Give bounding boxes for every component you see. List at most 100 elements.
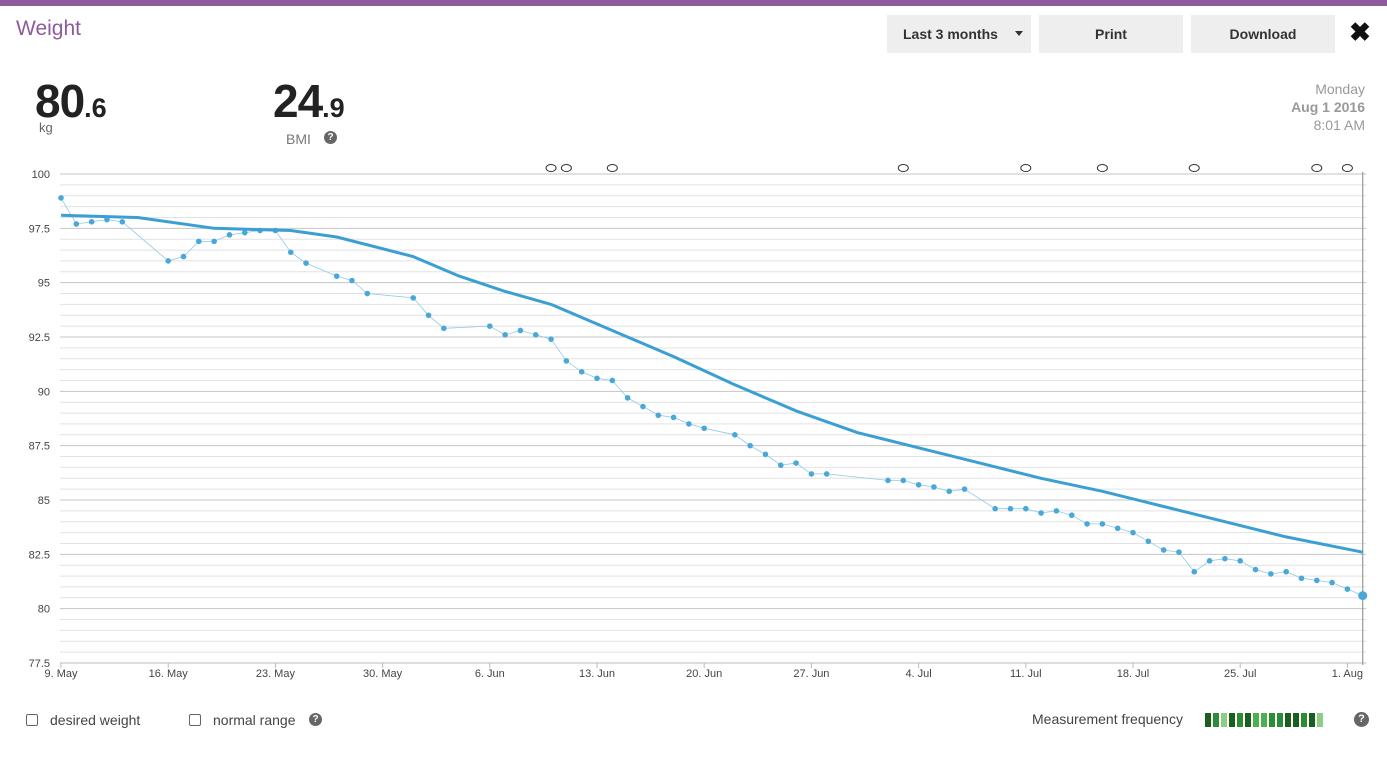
print-button[interactable]: Print bbox=[1039, 15, 1183, 53]
bmi-label: BMI bbox=[286, 131, 311, 147]
measurement-point bbox=[1329, 579, 1335, 586]
bmi-help-icon[interactable]: ? bbox=[324, 131, 337, 144]
y-tick-label: 92.5 bbox=[29, 332, 50, 344]
measurement-point bbox=[655, 412, 662, 419]
measurement-point bbox=[793, 460, 799, 466]
frequency-cell bbox=[1261, 713, 1267, 727]
frequency-cell bbox=[1293, 713, 1299, 727]
range-dropdown[interactable]: Last 3 months bbox=[887, 15, 1031, 53]
measurement-point bbox=[1252, 566, 1259, 573]
measurement-point bbox=[885, 477, 891, 484]
measurement-point bbox=[1237, 558, 1243, 564]
comment-marker-icon bbox=[897, 164, 909, 172]
range-dropdown-label: Last 3 months bbox=[903, 26, 998, 42]
measurement-point bbox=[732, 432, 738, 438]
normal-range-help-icon[interactable]: ? bbox=[309, 713, 322, 726]
weight-integer: 80 bbox=[35, 75, 85, 127]
bmi-decimal: .9 bbox=[322, 93, 345, 123]
measurement-point bbox=[1053, 508, 1060, 514]
top-accent-bar bbox=[0, 0, 1387, 6]
measurement-point bbox=[287, 249, 294, 256]
measurement-day: Monday bbox=[1315, 81, 1365, 97]
x-tick-label: 30. May bbox=[363, 668, 403, 680]
measurement-point bbox=[1099, 521, 1106, 527]
measurement-point bbox=[1023, 505, 1029, 512]
frequency-help-icon[interactable]: ? bbox=[1354, 712, 1369, 727]
desired-weight-toggle[interactable]: desired weight bbox=[26, 712, 140, 728]
download-button[interactable]: Download bbox=[1191, 15, 1335, 53]
measurement-point bbox=[441, 325, 447, 332]
measurement-point bbox=[88, 219, 95, 225]
frequency-cell bbox=[1253, 713, 1259, 727]
measurement-point bbox=[364, 290, 371, 297]
trend-line bbox=[60, 213, 1363, 554]
measurement-point bbox=[747, 442, 753, 449]
measurement-point bbox=[992, 505, 998, 512]
measurement-point bbox=[532, 332, 539, 338]
measurement-point bbox=[1130, 529, 1136, 536]
normal-range-toggle[interactable]: normal range bbox=[189, 712, 296, 728]
frequency-label: Measurement frequency bbox=[1032, 711, 1183, 727]
measurement-point bbox=[1191, 568, 1198, 575]
x-tick-label: 18. Jul bbox=[1117, 668, 1149, 680]
comment-marker-icon bbox=[606, 164, 618, 172]
measurement-point bbox=[1145, 538, 1152, 545]
measurement-point bbox=[226, 232, 233, 238]
weight-unit: kg bbox=[39, 120, 53, 135]
measurement-point bbox=[165, 258, 171, 264]
measurement-point bbox=[640, 403, 646, 410]
measurement-point bbox=[1114, 525, 1121, 532]
weight-chart[interactable]: 100 97.5 95 92.5 90 87.5 85 82.5 80 77.59. May 16.… bbox=[0, 155, 1387, 685]
y-tick-label: 90 bbox=[38, 386, 50, 398]
y-tick-label: 100 bbox=[32, 169, 50, 181]
measurement-point bbox=[1268, 571, 1274, 577]
measurement-point bbox=[410, 295, 417, 301]
measurement-point bbox=[1084, 521, 1090, 527]
page-title: Weight bbox=[16, 17, 81, 40]
frequency-cell bbox=[1269, 713, 1275, 727]
measurement-point bbox=[961, 486, 968, 492]
measurement-point bbox=[915, 481, 922, 488]
measurement-point bbox=[1007, 505, 1014, 512]
measurement-point bbox=[1160, 547, 1167, 553]
chevron-down-icon bbox=[1015, 31, 1023, 36]
close-icon[interactable]: ✖ bbox=[1349, 17, 1371, 47]
frequency-cell bbox=[1277, 713, 1283, 727]
x-tick-label: 4. Jul bbox=[905, 668, 931, 680]
y-tick-label: 87.5 bbox=[29, 441, 50, 453]
comment-marker-icon bbox=[560, 164, 572, 172]
y-tick-label: 97.5 bbox=[29, 223, 50, 235]
measurement-point bbox=[548, 336, 554, 342]
measurement-point bbox=[578, 368, 585, 375]
measurement-point bbox=[609, 377, 616, 384]
frequency-bar bbox=[1205, 713, 1325, 727]
measurement-point bbox=[762, 451, 769, 458]
measurement-point bbox=[517, 327, 524, 334]
measurement-point bbox=[487, 323, 493, 329]
desired-weight-checkbox[interactable] bbox=[26, 714, 38, 726]
x-tick-label: 25. Jul bbox=[1224, 668, 1256, 680]
x-tick-label: 6. Jun bbox=[475, 668, 505, 680]
measurement-point bbox=[670, 414, 677, 421]
measurement-point bbox=[686, 421, 692, 427]
frequency-cell bbox=[1301, 713, 1307, 727]
frequency-cell bbox=[1309, 713, 1315, 727]
measurement-date-main: Aug 1 2016 bbox=[1291, 99, 1365, 115]
x-tick-label: 11. Jul bbox=[1010, 668, 1042, 680]
desired-weight-label: desired weight bbox=[50, 712, 141, 728]
measurement-line bbox=[60, 197, 1363, 596]
comment-marker-icon bbox=[1096, 164, 1108, 172]
comment-marker-icon bbox=[1188, 164, 1200, 172]
y-tick-label: 95 bbox=[38, 278, 50, 290]
comment-marker-icon bbox=[545, 164, 557, 172]
measurement-point bbox=[624, 395, 631, 401]
normal-range-checkbox[interactable] bbox=[189, 714, 201, 726]
measurement-point bbox=[1313, 577, 1320, 584]
measurement-date: Monday Aug 1 2016 8:01 AM bbox=[1291, 80, 1365, 134]
y-tick-label: 77.5 bbox=[29, 658, 50, 670]
measurement-point bbox=[73, 221, 80, 227]
measurement-point bbox=[1344, 586, 1351, 592]
measurement-point bbox=[241, 229, 248, 236]
x-tick-label: 20. Jun bbox=[686, 668, 722, 680]
measurement-point bbox=[196, 238, 202, 245]
